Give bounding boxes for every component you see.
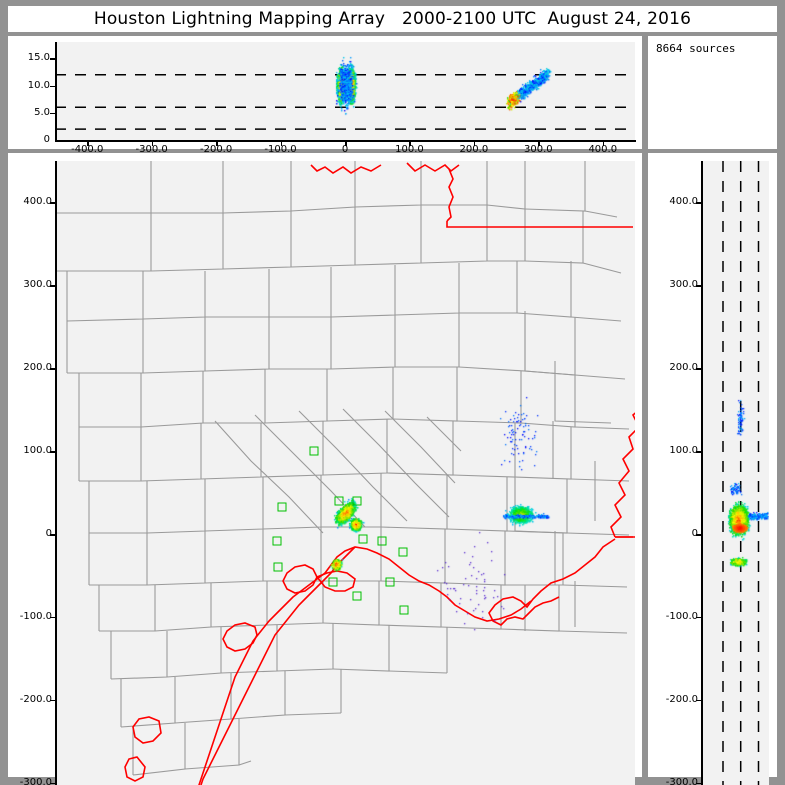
- lma-station-marker: [385, 577, 395, 587]
- right-y-tickmark-4: [696, 534, 702, 536]
- lma-station-marker: [352, 591, 362, 601]
- top-x-tick-1: -300.0: [135, 144, 168, 155]
- top-x-tick-5: 100.0: [395, 144, 424, 155]
- right-y-tick-4: 0: [691, 528, 698, 539]
- right-y-tick-5: -100.0: [665, 610, 698, 622]
- top-x-tickmark-8: [602, 141, 605, 146]
- right-y-tick-2: 200.0: [669, 362, 698, 374]
- map-source-points: [55, 161, 635, 785]
- top-y-tick-0: 0: [43, 134, 50, 145]
- right-y-tickmark-5: [696, 616, 702, 619]
- top-panel-source-points: [55, 42, 635, 140]
- map-plot-area: [55, 161, 635, 785]
- top-x-tickmark-5: [409, 141, 412, 146]
- right-plot-area: [701, 161, 769, 785]
- top-y-tickmark-1: [50, 112, 56, 115]
- right-y-tickmark-3: [696, 451, 702, 453]
- top-x-tick-6: 200.0: [459, 144, 489, 155]
- right-y-tick-3: 100.0: [669, 445, 698, 457]
- lma-station-marker: [272, 536, 282, 546]
- top-x-tickmark-4: [345, 141, 347, 146]
- top-x-tick-0: -400.0: [71, 144, 104, 155]
- top-y-tick-1: 5.0: [34, 106, 50, 118]
- panel-north-south-vs-altitude: 400.0300.0200.0100.00-100.0-200.0-300.0-…: [648, 153, 777, 785]
- top-x-tickmark-2: [216, 141, 218, 146]
- map-y-axis: [55, 161, 57, 785]
- map-y-tick-7: -300.0: [19, 776, 52, 785]
- lma-station-marker: [398, 547, 408, 557]
- lma-station-marker: [334, 496, 344, 506]
- top-y-tick-2: 10.0: [27, 79, 50, 91]
- map-y-tickmark-5: [50, 616, 56, 619]
- page-title: Houston Lightning Mapping Array 2000-210…: [93, 9, 692, 29]
- top-panel-y-axis: [55, 42, 57, 141]
- map-y-tick-6: -200.0: [19, 693, 52, 705]
- right-y-tickmark-6: [696, 699, 702, 702]
- right-panel-source-points: [701, 161, 769, 785]
- map-y-tickmark-4: [50, 534, 56, 536]
- top-x-tick-2: -200.0: [199, 144, 233, 155]
- map-y-tickmark-3: [50, 451, 56, 453]
- map-y-tickmark-6: [50, 699, 56, 702]
- lma-station-marker: [309, 446, 319, 456]
- top-x-tickmark-6: [473, 141, 476, 146]
- top-y-tickmark-3: [50, 58, 56, 60]
- lma-station-marker: [399, 605, 409, 615]
- map-y-tickmark-0: [50, 202, 56, 205]
- lma-station-marker: [377, 536, 387, 546]
- map-y-tick-2: 200.0: [23, 362, 52, 374]
- top-x-tickmark-1: [151, 141, 154, 146]
- right-y-tickmark-1: [696, 285, 702, 287]
- lma-station-marker: [358, 534, 368, 544]
- map-y-tickmark-1: [50, 285, 56, 287]
- map-y-tickmark-2: [50, 368, 56, 370]
- map-y-tick-4: 0: [45, 528, 52, 539]
- panel-plan-view-map: 400.0300.0200.0100.00-100.0-200.0-300.0-…: [8, 153, 642, 785]
- right-y-tick-1: 300.0: [669, 279, 698, 291]
- source-count-label: 8664 sources: [656, 42, 736, 55]
- map-y-tick-3: 100.0: [23, 445, 52, 457]
- top-x-tick-4: 0: [341, 144, 349, 155]
- right-y-tickmark-0: [696, 202, 702, 205]
- top-plot-area: [55, 42, 635, 140]
- right-y-tick-6: -200.0: [665, 693, 698, 705]
- map-y-tickmark-7: [50, 782, 56, 785]
- top-x-tickmark-0: [87, 141, 89, 146]
- right-y-tickmark-7: [696, 782, 702, 785]
- lma-station-marker: [277, 502, 287, 512]
- top-x-tick-7: 300.0: [524, 144, 553, 155]
- top-panel-x-axis: [55, 140, 636, 142]
- panel-source-count: 8664 sources: [648, 36, 777, 149]
- top-x-tick-8: 400.0: [588, 144, 618, 155]
- top-y-tick-3: 15.0: [27, 52, 50, 64]
- title-bar: Houston Lightning Mapping Array 2000-210…: [8, 6, 777, 32]
- right-y-axis: [701, 161, 703, 785]
- panel-altitude-vs-east-west: 0 5.0 10.0 15.0 -400.0 -300.0 -200.0 -100.0 0 10…: [8, 36, 642, 155]
- right-y-tick-7: -300.0: [665, 776, 698, 785]
- top-x-tickmark-3: [280, 141, 283, 146]
- top-x-tick-3: -100.0: [264, 144, 297, 155]
- top-y-tickmark-2: [50, 85, 56, 88]
- map-y-tick-5: -100.0: [19, 610, 52, 622]
- lma-station-marker: [328, 577, 338, 587]
- right-y-tickmark-2: [696, 368, 702, 370]
- top-x-tickmark-7: [538, 141, 540, 146]
- lma-station-marker: [273, 562, 283, 572]
- map-y-tick-0: 400.0: [23, 196, 52, 208]
- map-y-tick-1: 300.0: [23, 279, 52, 291]
- right-y-tick-0: 400.0: [669, 196, 698, 208]
- lma-station-marker: [352, 496, 362, 506]
